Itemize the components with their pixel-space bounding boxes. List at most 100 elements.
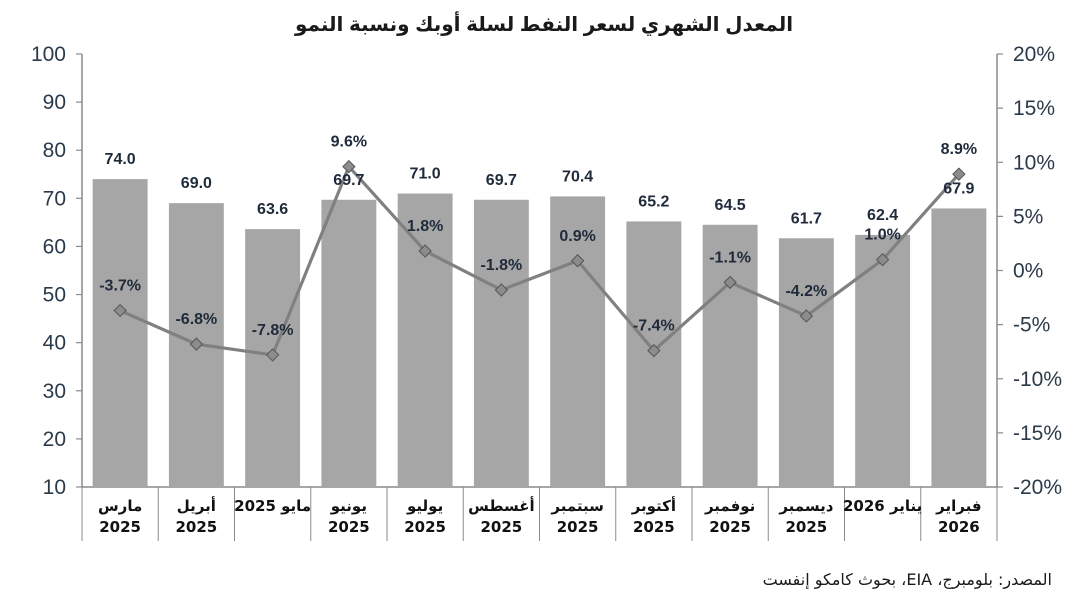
growth-value-label: 0.9% (559, 228, 595, 245)
bar (550, 196, 606, 488)
right-axis-tick-label: -10% (1013, 368, 1062, 391)
category-label: ديسمبر 2025 (778, 497, 833, 536)
category-label-line: مارس (98, 497, 142, 515)
bar (931, 208, 987, 488)
bar-value-label: 70.4 (562, 168, 593, 185)
category-label: فبراير 2026 (935, 497, 981, 536)
bar-value-label: 65.2 (638, 193, 669, 210)
growth-point-marker (570, 254, 585, 268)
bar (92, 179, 148, 488)
source-note: المصدر: بلومبرج، EIA، بحوث كامكو إنفست (762, 570, 1052, 589)
category-label-line: 2025 (786, 518, 828, 536)
growth-value-label: 1.8% (407, 218, 443, 235)
right-axis-tick-label: -5% (1013, 314, 1050, 337)
category-label-line: 2025 (404, 518, 446, 536)
growth-point-marker (265, 348, 280, 362)
category-label-line: أكتوبر (631, 496, 676, 515)
bar (397, 193, 453, 487)
category-label-line: يوليو (406, 497, 443, 515)
category-label-line: أغسطس (468, 496, 534, 515)
category-label-line: فبراير (935, 497, 981, 515)
category-label: أغسطس 2025 (468, 496, 534, 536)
bar (702, 224, 758, 488)
growth-point-marker (723, 275, 737, 290)
bar (473, 199, 529, 487)
growth-value-label: -7.4% (633, 318, 675, 335)
left-axis-tick-label: 70 (43, 187, 66, 210)
category-label-line: 2026 (938, 518, 980, 536)
chart-title: المعدل الشهري لسعر النفط لسلة أوبك ونسبة… (294, 14, 794, 36)
bar-value-label: 67.9 (943, 180, 974, 197)
growth-point-marker (875, 252, 890, 267)
growth-value-label: 9.6% (331, 134, 367, 151)
category-label-line: نوفمبر (704, 497, 755, 515)
category-label-line: 2025 (176, 518, 218, 536)
right-axis-tick-label: 0% (1013, 260, 1043, 283)
category-label-line: ديسمبر (778, 497, 833, 515)
bar-value-label: 71.0 (410, 166, 441, 183)
bar-value-label: 69.7 (486, 172, 517, 189)
right-axis-tick-label: 10% (1013, 151, 1055, 174)
growth-value-label: -1.8% (480, 257, 522, 274)
left-axis-tick-label: 20 (43, 428, 66, 451)
data-labels: 74.0 69.0 63.6 69.7 71.0 69.7 70.4 65.2 64.5 61.7… (99, 134, 977, 339)
left-axis-tick-label: 90 (43, 91, 66, 114)
category-label: أبريل 2025 (176, 496, 218, 536)
bar-value-label: 61.7 (791, 210, 822, 227)
category-label: نوفمبر 2025 (704, 497, 755, 536)
bar-value-label: 63.6 (257, 201, 288, 218)
category-label: يناير 2026 (843, 497, 922, 515)
left-axis-tick-label: 30 (43, 380, 66, 403)
category-label-line: 2025 (328, 518, 370, 536)
category-label: مايو 2025 (234, 497, 311, 515)
left-axis-tick-label: 80 (43, 139, 66, 162)
bar-value-label: 69.0 (181, 175, 212, 192)
growth-point-marker (113, 303, 127, 318)
category-labels: مارس 2025 أبريل 2025 مايو 2025 يونيو 2025 يوليو… (98, 496, 982, 536)
growth-value-label: 1.0% (864, 227, 900, 244)
category-label-line: سبتمبر (550, 497, 604, 515)
growth-point-marker (952, 167, 966, 181)
growth-value-label: -7.8% (252, 322, 294, 339)
category-label-line: 2025 (557, 518, 599, 536)
bar-value-label: 69.7 (333, 172, 364, 189)
bar-series (92, 179, 987, 488)
growth-point-marker (342, 159, 356, 174)
growth-value-label: -4.2% (785, 283, 827, 300)
category-label-line: أبريل (177, 496, 216, 515)
growth-line (119, 164, 961, 357)
bar (321, 199, 377, 487)
left-axis-tick-label: 50 (43, 284, 66, 307)
right-axis-tick-label: 15% (1013, 97, 1055, 120)
category-label-line: 2025 (633, 518, 675, 536)
category-label-line: 2025 (99, 518, 141, 536)
growth-value-label: -6.8% (175, 311, 217, 328)
left-axis-tick-label: 100 (31, 43, 66, 66)
right-axis-tick-label: 5% (1013, 205, 1043, 228)
bar-value-label: 74.0 (105, 151, 136, 168)
bar-value-label: 64.5 (715, 197, 746, 214)
bar-value-label: 62.4 (867, 207, 898, 224)
right-axis-tick-label: -20% (1013, 476, 1062, 499)
growth-point-marker (189, 337, 204, 351)
category-label-line: يونيو (330, 497, 367, 515)
growth-value-label: 8.9% (941, 141, 977, 158)
category-label-line: 2025 (709, 518, 751, 536)
right-axis-tick-label: 20% (1013, 43, 1055, 66)
bar (778, 238, 834, 487)
bar (855, 234, 911, 487)
category-label: يونيو 2025 (328, 497, 370, 536)
left-axis-tick-label: 40 (43, 332, 66, 355)
growth-value-label: -1.1% (709, 249, 751, 266)
growth-point-marker (418, 244, 432, 258)
category-label-line: 2025 (481, 518, 523, 536)
axes: 10 20 30 40 50 60 70 80 90 100 -20% -15% -10% -5% 0% 5%… (31, 43, 1062, 541)
left-axis-tick-label: 60 (43, 235, 66, 258)
category-label-line: مايو 2025 (234, 497, 311, 515)
category-label-line: يناير 2026 (843, 497, 922, 515)
growth-point-marker (799, 309, 814, 323)
left-axis-tick-label: 10 (43, 476, 66, 499)
growth-value-label: -3.7% (99, 278, 141, 295)
growth-line-series (113, 159, 966, 362)
